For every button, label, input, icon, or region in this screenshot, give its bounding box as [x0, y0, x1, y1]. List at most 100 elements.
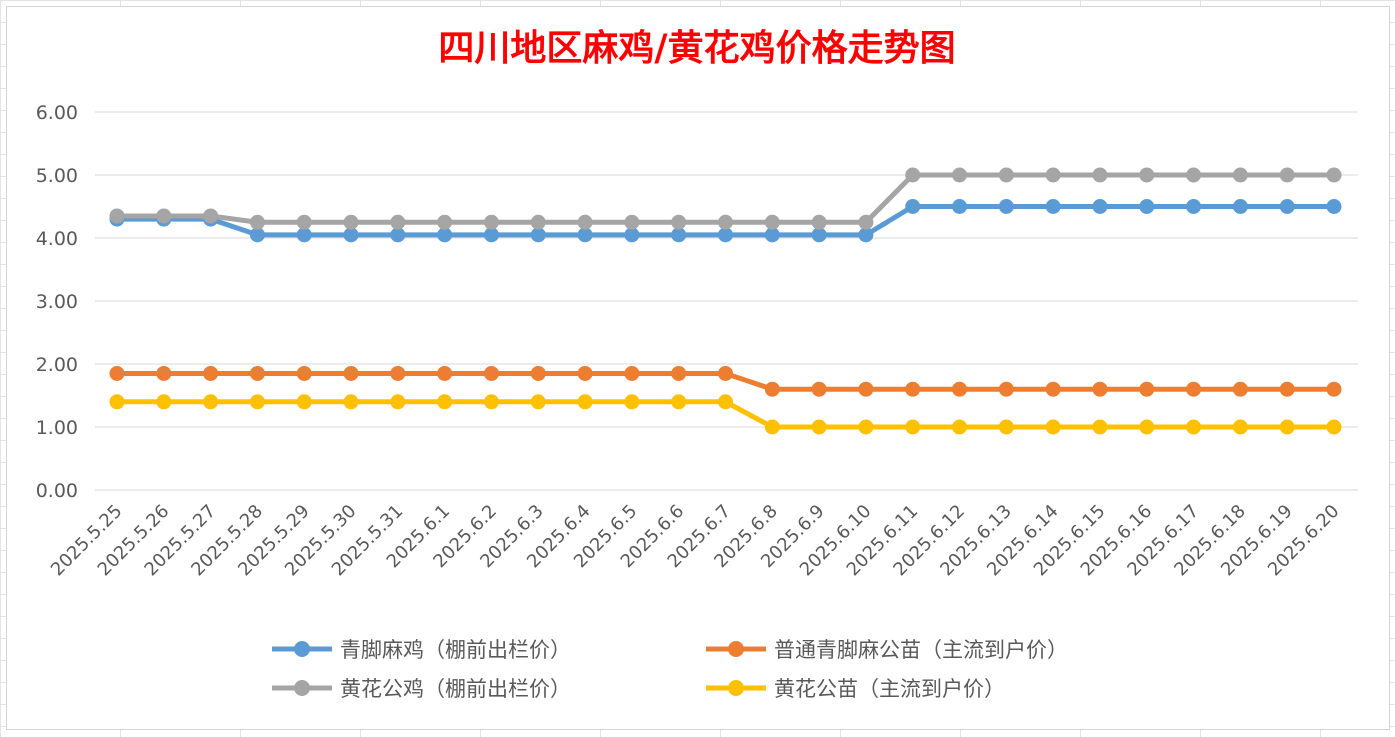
data-point [764, 419, 780, 435]
data-point [1232, 419, 1248, 435]
data-point [998, 199, 1014, 214]
data-point [156, 365, 172, 381]
data-point [1279, 199, 1295, 214]
data-point [1326, 381, 1342, 397]
data-point [952, 167, 968, 183]
data-point [483, 227, 499, 243]
data-point [1092, 381, 1108, 397]
data-point [343, 394, 359, 410]
legend-item: 青脚麻鸡（棚前出栏价） [272, 638, 571, 662]
data-point [1326, 419, 1342, 435]
data-point [249, 394, 265, 410]
data-point [530, 214, 546, 230]
chart-area[interactable] [6, 6, 1390, 730]
data-point [1092, 419, 1108, 435]
data-point [577, 214, 593, 230]
data-point [577, 394, 593, 410]
data-point [1186, 167, 1202, 183]
data-point [671, 365, 687, 381]
data-point [109, 394, 125, 410]
legend-swatch-marker [294, 680, 310, 696]
data-point [905, 199, 921, 214]
data-point [952, 381, 968, 397]
legend-swatch-marker [294, 641, 310, 657]
data-point [764, 227, 780, 243]
legend-item: 普通青脚麻公苗（主流到户价） [706, 638, 1068, 662]
data-point [296, 365, 312, 381]
data-point [343, 214, 359, 230]
legend-label: 青脚麻鸡（棚前出栏价） [340, 638, 571, 662]
y-tick-label: 2.00 [36, 354, 78, 376]
data-point [1279, 167, 1295, 183]
data-point [109, 208, 125, 224]
data-point [858, 419, 874, 435]
series-1 [109, 365, 1342, 397]
data-point [905, 419, 921, 435]
y-tick-label: 6.00 [36, 102, 78, 124]
data-point [1045, 167, 1061, 183]
data-point [530, 227, 546, 243]
data-point [1045, 419, 1061, 435]
data-point [624, 227, 640, 243]
data-point [390, 365, 406, 381]
data-point [858, 214, 874, 230]
legend-label: 黄花公鸡（棚前出栏价） [340, 677, 571, 701]
data-point [1232, 199, 1248, 214]
data-point [390, 394, 406, 410]
data-point [905, 381, 921, 397]
data-point [671, 394, 687, 410]
data-point [483, 394, 499, 410]
data-point [718, 365, 733, 381]
legend-swatch-marker [728, 641, 744, 657]
data-point [437, 214, 453, 230]
chart-title: 四川地区麻鸡/黄花鸡价格走势图 [438, 27, 955, 69]
data-point [1232, 381, 1248, 397]
data-point [577, 227, 593, 243]
data-point [811, 419, 827, 435]
data-point [1232, 167, 1248, 183]
data-point [1092, 199, 1108, 214]
y-axis-ticks: 0.00 1.00 2.00 3.00 4.00 5.00 6.00 [36, 102, 78, 502]
data-point [1326, 167, 1342, 183]
legend-label: 普通青脚麻公苗（主流到户价） [774, 638, 1068, 662]
data-point [764, 381, 780, 397]
data-point [343, 227, 359, 243]
data-point [483, 214, 499, 230]
data-point [530, 394, 546, 410]
data-point [764, 214, 780, 230]
data-point [811, 381, 827, 397]
data-point [811, 214, 827, 230]
data-point [390, 214, 406, 230]
data-point [483, 365, 499, 381]
data-point [249, 227, 265, 243]
legend: 青脚麻鸡（棚前出栏价） 普通青脚麻公苗（主流到户价） 黄花公鸡（棚前出栏价） 黄花公苗… [272, 638, 1068, 701]
data-point [1139, 199, 1155, 214]
data-point [1279, 419, 1295, 435]
data-point [390, 227, 406, 243]
gridlines [95, 111, 1358, 491]
data-point [203, 208, 219, 224]
data-point [203, 394, 219, 410]
data-point [577, 365, 593, 381]
legend-swatch-marker [728, 680, 744, 696]
data-point [952, 199, 968, 214]
data-point [437, 227, 453, 243]
data-point [1092, 167, 1108, 183]
legend-item: 黄花公苗（主流到户价） [706, 677, 1005, 701]
data-point [1139, 419, 1155, 435]
data-point [998, 419, 1014, 435]
data-point [109, 365, 125, 381]
data-point [998, 167, 1014, 183]
data-point [1186, 419, 1202, 435]
data-point [156, 208, 172, 224]
data-point [718, 394, 733, 410]
data-point [624, 214, 640, 230]
y-tick-label: 4.00 [36, 228, 78, 250]
data-point [249, 214, 265, 230]
data-point [1279, 381, 1295, 397]
data-point [624, 365, 640, 381]
data-point [203, 365, 219, 381]
series-2 [109, 167, 1342, 230]
data-point [718, 227, 733, 243]
